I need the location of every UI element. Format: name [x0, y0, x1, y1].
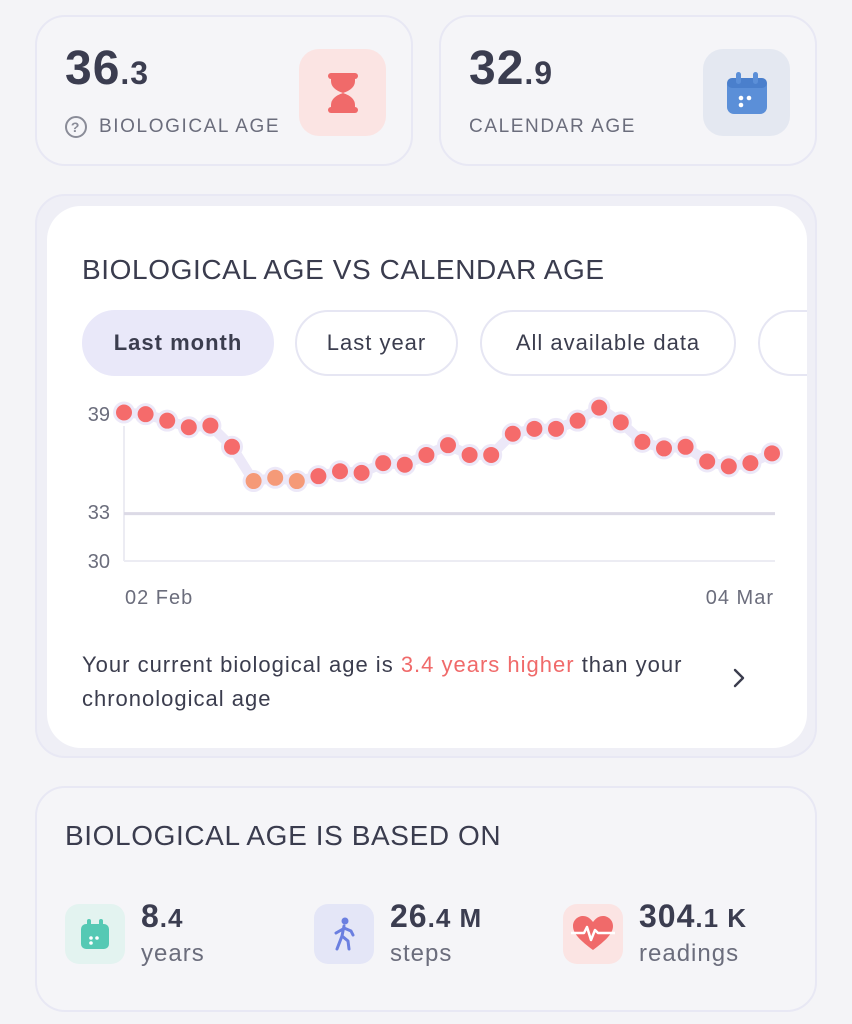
summary-prefix: Your current biological age is	[82, 652, 401, 677]
data-point	[440, 437, 456, 454]
data-point	[116, 404, 132, 421]
data-point	[396, 456, 413, 473]
data-point	[202, 417, 219, 434]
data-point	[720, 458, 737, 475]
metric-readings-label: readings	[639, 940, 740, 967]
age-summary-text[interactable]: Your current biological age is 3.4 years…	[82, 648, 722, 716]
based-on-card: BIOLOGICAL AGE IS BASED ON 8.4 years 26.…	[35, 786, 817, 1012]
filter-all-data[interactable]: All available data	[480, 310, 736, 376]
data-point	[332, 463, 348, 480]
chart-title: BIOLOGICAL AGE VS CALENDAR AGE	[82, 254, 605, 285]
data-point	[742, 455, 759, 472]
metric-steps-label: steps	[390, 940, 453, 967]
chevron-right-icon[interactable]	[731, 668, 747, 693]
data-point	[310, 468, 327, 485]
metric-steps-value: 26.4 M	[390, 898, 483, 934]
biological-age-label: BIOLOGICAL AGE	[99, 116, 281, 137]
data-point	[288, 473, 305, 490]
data-point	[548, 420, 564, 437]
summary-suffix: than your chronological age	[82, 652, 683, 711]
data-point	[180, 419, 197, 436]
y-tick-label: 39	[88, 404, 110, 426]
filter-more-pill[interactable]	[758, 310, 807, 376]
biological-age-value: 36.3	[65, 42, 150, 95]
heart-pulse-icon	[563, 904, 623, 964]
data-point	[677, 438, 694, 455]
help-icon[interactable]: ?	[65, 116, 87, 138]
metric-readings-value: 304.1 K	[639, 898, 748, 934]
data-point	[591, 399, 608, 416]
calendar-age-card[interactable]: 32.9 CALENDAR AGE	[439, 15, 817, 166]
data-point	[418, 446, 435, 463]
data-point	[634, 433, 651, 450]
data-point	[137, 406, 154, 423]
calendar-age-value: 32.9	[469, 42, 554, 95]
data-point	[504, 425, 521, 442]
data-point	[461, 446, 478, 463]
y-tick-label: 30	[88, 551, 110, 573]
data-point	[699, 453, 716, 470]
metric-years-value: 8.4	[141, 898, 184, 934]
data-point	[483, 446, 500, 463]
walking-person-icon	[314, 904, 374, 964]
calendar-icon	[703, 49, 790, 136]
calendar-age-label: CALENDAR AGE	[469, 116, 637, 137]
based-on-title: BIOLOGICAL AGE IS BASED ON	[65, 820, 502, 851]
data-point	[526, 420, 543, 437]
x-tick-label: 04 Mar	[706, 587, 774, 609]
x-tick-label: 02 Feb	[125, 587, 193, 609]
filter-last-year[interactable]: Last year	[295, 310, 458, 376]
age-chart: 39 33 30 02 Feb 04 Mar	[88, 396, 783, 609]
data-point	[245, 473, 262, 490]
data-point	[656, 440, 672, 457]
data-point	[224, 438, 240, 455]
y-tick-label: 33	[88, 502, 110, 524]
filter-last-month[interactable]: Last month	[82, 310, 274, 376]
data-point	[159, 412, 176, 429]
data-point	[612, 414, 629, 431]
biological-age-card[interactable]: 36.3 ? BIOLOGICAL AGE	[35, 15, 413, 166]
summary-highlight: 3.4 years higher	[400, 652, 575, 677]
metric-years-label: years	[141, 940, 205, 967]
data-point	[267, 469, 284, 486]
data-point	[569, 412, 586, 429]
calendar-icon	[65, 904, 125, 964]
age-comparison-panel: BIOLOGICAL AGE VS CALENDAR AGE Last mont…	[47, 206, 807, 748]
data-point	[764, 445, 780, 462]
biological-age-label-row: ? BIOLOGICAL AGE	[65, 116, 280, 138]
data-point	[375, 455, 392, 472]
age-comparison-card: BIOLOGICAL AGE VS CALENDAR AGE Last mont…	[35, 194, 817, 758]
data-point	[353, 464, 370, 481]
hourglass-icon	[299, 49, 386, 136]
